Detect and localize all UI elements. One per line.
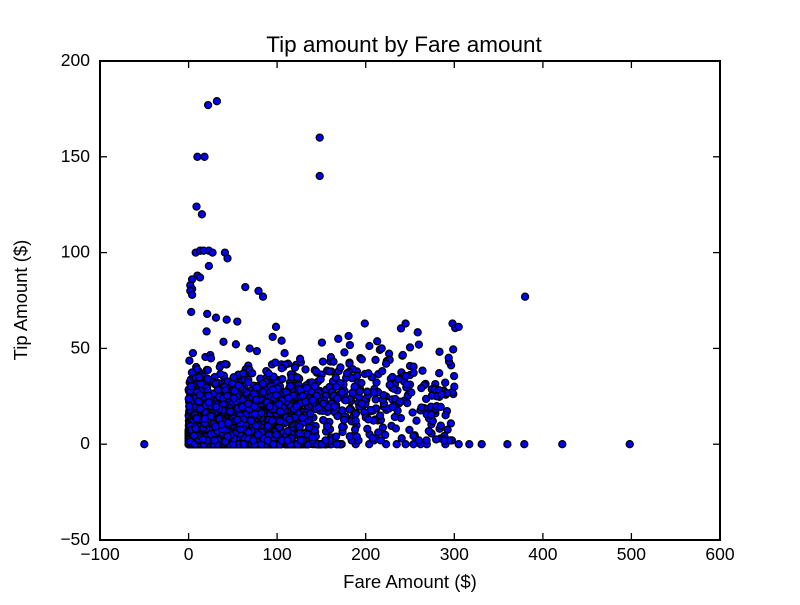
- svg-text:Tip amount by Fare amount: Tip amount by Fare amount: [266, 32, 542, 57]
